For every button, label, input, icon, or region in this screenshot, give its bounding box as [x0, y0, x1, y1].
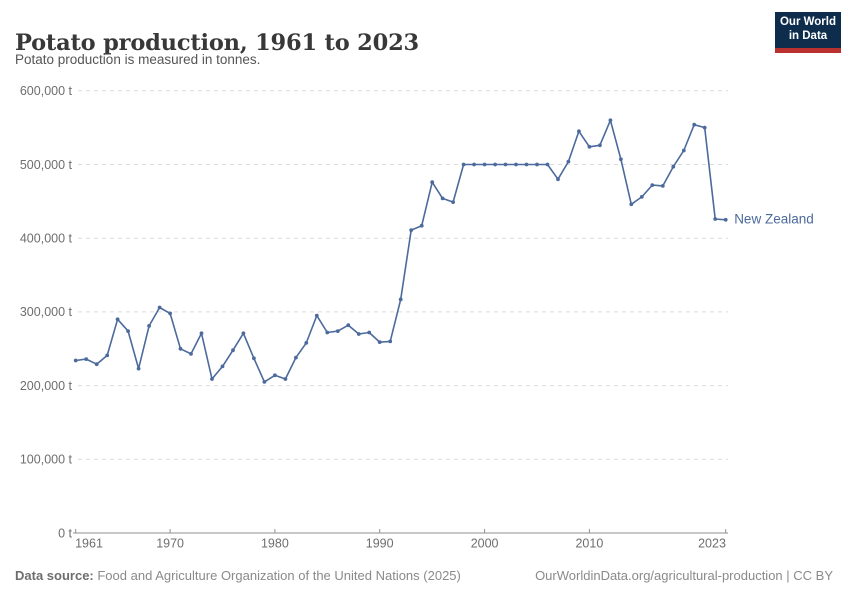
- data-point[interactable]: [461, 162, 466, 167]
- owid-logo-text: Our World in Data: [775, 12, 841, 48]
- data-point[interactable]: [556, 177, 560, 182]
- data-point[interactable]: [503, 162, 508, 167]
- x-axis-tick-label: 1961: [75, 537, 103, 551]
- data-point[interactable]: [294, 355, 298, 360]
- data-point[interactable]: [723, 217, 728, 222]
- y-axis-tick-label: 500,000 t: [20, 158, 73, 172]
- data-point[interactable]: [650, 183, 655, 188]
- data-point[interactable]: [440, 196, 445, 201]
- data-point[interactable]: [514, 162, 518, 167]
- x-axis-tick-label: 1980: [261, 537, 289, 551]
- data-point[interactable]: [681, 148, 686, 153]
- data-point[interactable]: [472, 162, 476, 167]
- data-point[interactable]: [388, 339, 393, 344]
- x-axis-tick-label: 1970: [156, 537, 184, 551]
- data-point[interactable]: [105, 353, 110, 358]
- y-axis-tick-label: 200,000 t: [20, 379, 73, 393]
- data-point[interactable]: [126, 329, 130, 333]
- chart-title: Potato production, 1961 to 2023: [15, 30, 419, 57]
- data-point[interactable]: [73, 358, 78, 363]
- data-point[interactable]: [115, 317, 120, 322]
- y-axis-tick-label: 100,000 t: [20, 453, 73, 467]
- data-point[interactable]: [482, 162, 487, 167]
- data-point[interactable]: [241, 331, 246, 336]
- data-point[interactable]: [168, 311, 173, 316]
- data-point[interactable]: [451, 200, 455, 205]
- y-axis-tick-label: 300,000 t: [20, 305, 73, 319]
- attribution-link[interactable]: OurWorldinData.org/agricultural-producti…: [535, 568, 833, 583]
- data-point[interactable]: [210, 377, 214, 381]
- owid-logo-line1: Our World: [779, 16, 836, 29]
- y-axis-tick-label: 400,000 t: [20, 232, 73, 246]
- data-point[interactable]: [304, 341, 309, 345]
- data-point[interactable]: [713, 217, 718, 221]
- data-point[interactable]: [566, 159, 571, 164]
- data-point[interactable]: [608, 118, 613, 123]
- data-point[interactable]: [220, 364, 225, 369]
- owid-logo: Our World in Data: [775, 12, 841, 53]
- x-axis-tick-label: 2010: [575, 537, 603, 551]
- data-point[interactable]: [702, 125, 707, 130]
- data-point[interactable]: [587, 144, 592, 149]
- data-point[interactable]: [493, 162, 497, 167]
- data-point[interactable]: [136, 366, 141, 371]
- data-point[interactable]: [346, 323, 351, 328]
- data-source-text: Food and Agriculture Organization of the…: [93, 568, 461, 583]
- data-point[interactable]: [262, 380, 267, 384]
- data-point[interactable]: [335, 329, 340, 333]
- data-point[interactable]: [671, 164, 676, 169]
- data-point[interactable]: [367, 330, 372, 335]
- chart-subtitle: Potato production is measured in tonnes.: [15, 52, 261, 67]
- chart-footer: Data source: Food and Agriculture Organi…: [15, 568, 833, 583]
- data-point[interactable]: [199, 331, 204, 336]
- owid-logo-line2: in Data: [788, 30, 828, 42]
- data-point[interactable]: [157, 305, 162, 310]
- data-point[interactable]: [430, 180, 435, 185]
- data-point[interactable]: [252, 356, 256, 361]
- data-point[interactable]: [419, 223, 424, 228]
- data-point[interactable]: [273, 373, 277, 378]
- x-axis-tick-label: 2023: [698, 537, 726, 551]
- data-point[interactable]: [545, 162, 550, 167]
- data-point[interactable]: [283, 377, 288, 381]
- chart-plot-area[interactable]: [73, 85, 728, 533]
- data-point[interactable]: [660, 184, 665, 188]
- data-point[interactable]: [535, 162, 539, 167]
- data-point[interactable]: [598, 143, 602, 148]
- owid-logo-stripe: [775, 48, 841, 53]
- data-source-label: Data source:: [15, 568, 94, 583]
- data-point[interactable]: [409, 228, 414, 233]
- data-point[interactable]: [639, 195, 644, 199]
- x-axis-tick-label: 2000: [471, 537, 499, 551]
- data-point[interactable]: [692, 122, 697, 127]
- data-point[interactable]: [325, 330, 330, 335]
- data-point[interactable]: [147, 324, 152, 328]
- y-axis-tick-label: 600,000 t: [20, 84, 73, 98]
- data-point[interactable]: [619, 157, 623, 162]
- data-point[interactable]: [629, 202, 634, 207]
- series-entity-label[interactable]: New Zealand: [734, 211, 814, 226]
- x-axis-tick-label: 1990: [366, 537, 394, 551]
- data-source: Data source: Food and Agriculture Organi…: [15, 568, 461, 583]
- data-point[interactable]: [377, 340, 382, 344]
- data-point[interactable]: [84, 357, 89, 361]
- data-point[interactable]: [231, 348, 235, 353]
- data-point[interactable]: [189, 352, 193, 356]
- data-point[interactable]: [356, 332, 361, 336]
- data-point[interactable]: [178, 346, 183, 351]
- data-point[interactable]: [94, 362, 99, 367]
- data-point[interactable]: [314, 313, 319, 318]
- data-point[interactable]: [577, 129, 581, 134]
- data-point[interactable]: [524, 162, 529, 167]
- data-point[interactable]: [398, 297, 403, 302]
- y-axis-tick-label: 0 t: [58, 526, 72, 540]
